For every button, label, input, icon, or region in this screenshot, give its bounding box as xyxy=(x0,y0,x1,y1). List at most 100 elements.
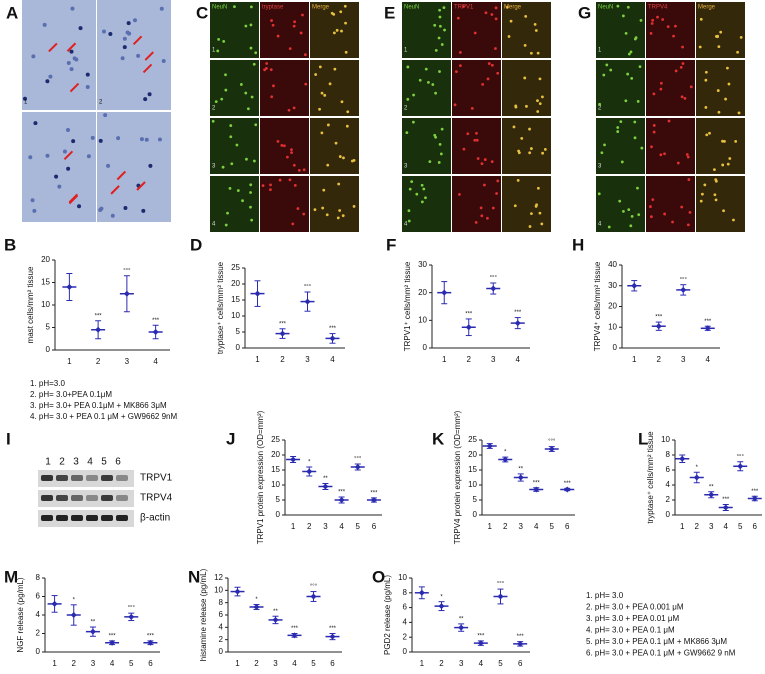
column-label: NeuN xyxy=(598,5,613,11)
significance: * xyxy=(73,597,76,603)
cell xyxy=(302,168,306,172)
significance: *** xyxy=(517,634,525,640)
lane-label: 1 xyxy=(45,457,51,468)
x-tick-label: 6 xyxy=(565,522,570,531)
panel-letter: A xyxy=(6,3,18,22)
blot-band xyxy=(86,475,98,481)
mean-marker xyxy=(234,588,241,595)
cell xyxy=(688,210,692,214)
cell xyxy=(276,34,280,38)
mean-marker xyxy=(253,603,260,610)
cell xyxy=(666,25,670,29)
cell xyxy=(708,131,711,135)
cell xyxy=(431,83,435,86)
y-tick-label: 12 xyxy=(214,573,223,582)
significance: °°° xyxy=(680,277,688,283)
cell xyxy=(69,67,74,72)
cell xyxy=(108,31,113,36)
micrograph xyxy=(210,118,259,174)
y-tick-label: 6 xyxy=(666,465,671,474)
y-axis-label: TRPV1 protein expression (OD=mm²) xyxy=(256,410,265,544)
micrograph xyxy=(696,2,745,58)
cell xyxy=(523,76,527,80)
x-tick-label: 1 xyxy=(291,522,296,531)
blot-band xyxy=(41,495,53,501)
y-tick-label: 6 xyxy=(219,610,224,619)
significance: °°° xyxy=(737,454,745,460)
cell xyxy=(674,69,678,73)
cell xyxy=(339,10,343,14)
blot-band xyxy=(71,515,83,521)
cell xyxy=(679,65,683,69)
cell xyxy=(470,107,474,110)
cell xyxy=(352,204,356,208)
cell xyxy=(661,18,665,21)
x-tick-label: 1 xyxy=(680,522,685,531)
cell xyxy=(326,163,330,167)
cell xyxy=(103,113,108,118)
cell xyxy=(250,5,253,9)
cell xyxy=(342,156,345,160)
mean-marker xyxy=(109,639,116,646)
significance: *** xyxy=(655,315,663,321)
x-tick-label: 4 xyxy=(292,659,297,668)
mean-marker xyxy=(123,290,130,297)
x-tick-label: 2 xyxy=(307,522,312,531)
cell xyxy=(597,192,601,196)
x-tick-label: 3 xyxy=(125,357,130,366)
cell xyxy=(598,102,602,106)
cell xyxy=(293,20,297,24)
cell xyxy=(440,127,444,131)
y-tick-label: 0 xyxy=(36,647,41,656)
panel-letter: F xyxy=(386,235,396,254)
cell xyxy=(322,188,326,192)
cell xyxy=(412,120,415,124)
cell xyxy=(216,49,220,53)
cell xyxy=(651,198,655,202)
cell xyxy=(229,124,233,127)
cell xyxy=(476,157,480,160)
cell xyxy=(269,68,273,72)
cell xyxy=(341,214,345,218)
cell xyxy=(638,65,642,69)
cell xyxy=(536,51,540,55)
cell xyxy=(524,14,528,18)
mean-marker xyxy=(291,632,298,639)
micrograph xyxy=(502,176,551,232)
significance: * xyxy=(255,597,258,603)
cell xyxy=(466,132,470,136)
x-tick-label: 2 xyxy=(503,522,508,531)
y-tick-label: 10 xyxy=(661,435,670,444)
significance: *** xyxy=(95,313,103,319)
cell xyxy=(602,73,606,77)
arrow xyxy=(66,42,77,52)
micrograph xyxy=(646,176,695,232)
y-axis-label: mast cells/mm² tissue xyxy=(26,266,35,343)
y-tick-label: 30 xyxy=(418,260,427,269)
cell xyxy=(292,163,296,167)
micrograph xyxy=(260,176,309,232)
micrograph xyxy=(452,118,501,174)
column-label: Merge xyxy=(698,5,716,11)
cell xyxy=(314,73,318,76)
y-tick-label: 4 xyxy=(403,618,408,627)
y-tick-label: 0 xyxy=(276,510,281,519)
cell xyxy=(538,102,542,106)
cell xyxy=(244,24,248,28)
cell xyxy=(110,213,115,218)
y-tick-label: 0 xyxy=(403,647,408,656)
panel-letter: M xyxy=(4,567,18,586)
mean-marker xyxy=(693,474,700,481)
cell xyxy=(326,123,330,127)
y-tick-label: 6 xyxy=(36,592,41,601)
mean-marker xyxy=(548,446,555,452)
cell xyxy=(157,137,162,142)
cell xyxy=(475,138,479,142)
cell xyxy=(62,149,67,154)
x-tick-label: 6 xyxy=(148,659,153,668)
x-tick-label: 5 xyxy=(311,659,316,668)
cell xyxy=(288,178,292,182)
micrograph xyxy=(210,60,259,116)
blot-band xyxy=(71,495,83,501)
cell xyxy=(252,62,256,66)
